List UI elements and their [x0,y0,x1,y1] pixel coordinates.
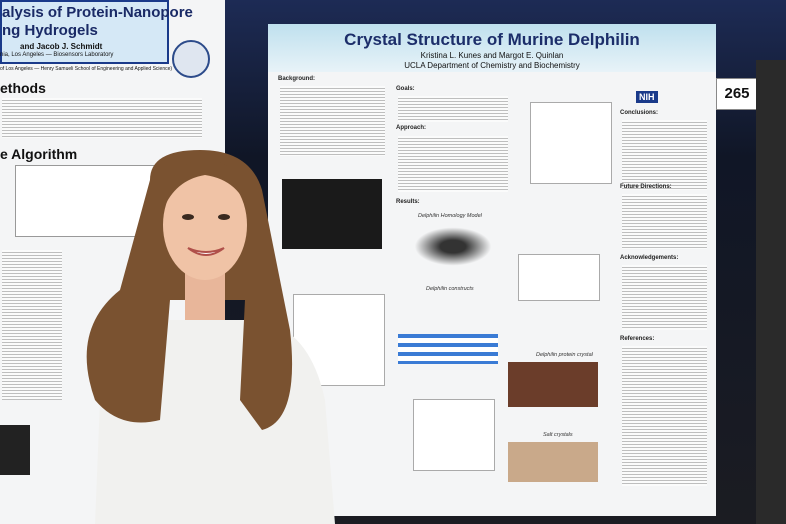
plot [518,254,600,301]
text-block [622,265,707,330]
text-block [622,194,707,249]
figure-caption: Delphilin constructs [426,286,474,292]
plot [413,399,495,471]
text-block [398,96,508,122]
figure-caption: Delphilin Homology Model [418,213,482,219]
construct-diagram [398,334,498,364]
poster-title: Crystal Structure of Murine Delphilin [344,30,640,49]
title-line: ng Hydrogels [2,22,98,39]
title-line: alysis of Protein-Nanopore [2,4,193,21]
crystal-photo [508,362,598,407]
figure-caption: Salt crystals [543,432,573,438]
eye [218,214,230,220]
plot [530,102,612,184]
section-heading: Results: [396,199,420,205]
figure-caption: Delphilin protein crystal [536,352,593,358]
stand [756,60,786,524]
section-heading: Background: [278,76,316,82]
plot [0,425,30,475]
affiliation: of Los Angeles — Henry Samueli School of… [0,66,173,72]
affiliation: nia, Los Angeles — Biosensors Laboratory [0,52,114,58]
face [163,170,247,280]
right-poster: Crystal Structure of Murine Delphilin Kr… [268,24,716,516]
text-block [622,120,707,190]
eye [182,214,194,220]
hair-top [163,160,250,215]
title-band [268,24,716,72]
seal [172,40,210,78]
department: UCLA Department of Chemistry and Biochem… [404,61,580,70]
smile [187,247,225,256]
section-heading: Conclusions: [620,110,659,116]
logo: NIH [636,91,658,103]
section-heading: Acknowledgements: [620,255,679,261]
title-box [0,0,169,64]
text-block [280,86,385,156]
authors: and Jacob J. Schmidt [20,42,103,51]
plot [15,165,157,237]
heading: ethods [0,80,46,96]
text-block [622,346,707,486]
crystal-photo [508,442,598,482]
micrograph [282,179,382,249]
board-number: 265 [716,78,758,110]
heading: e Algorithm [0,146,78,162]
text-block [2,98,202,138]
structure-model [408,224,498,269]
section-heading: Goals: [396,86,415,92]
text-block [2,250,62,400]
authors: Kristina L. Kunes and Margot E. Quinlan [420,51,564,60]
section-heading: References: [620,336,655,342]
section-heading: Approach: [396,125,426,131]
text-block [398,136,508,192]
section-heading: Future Directions: [620,184,672,190]
